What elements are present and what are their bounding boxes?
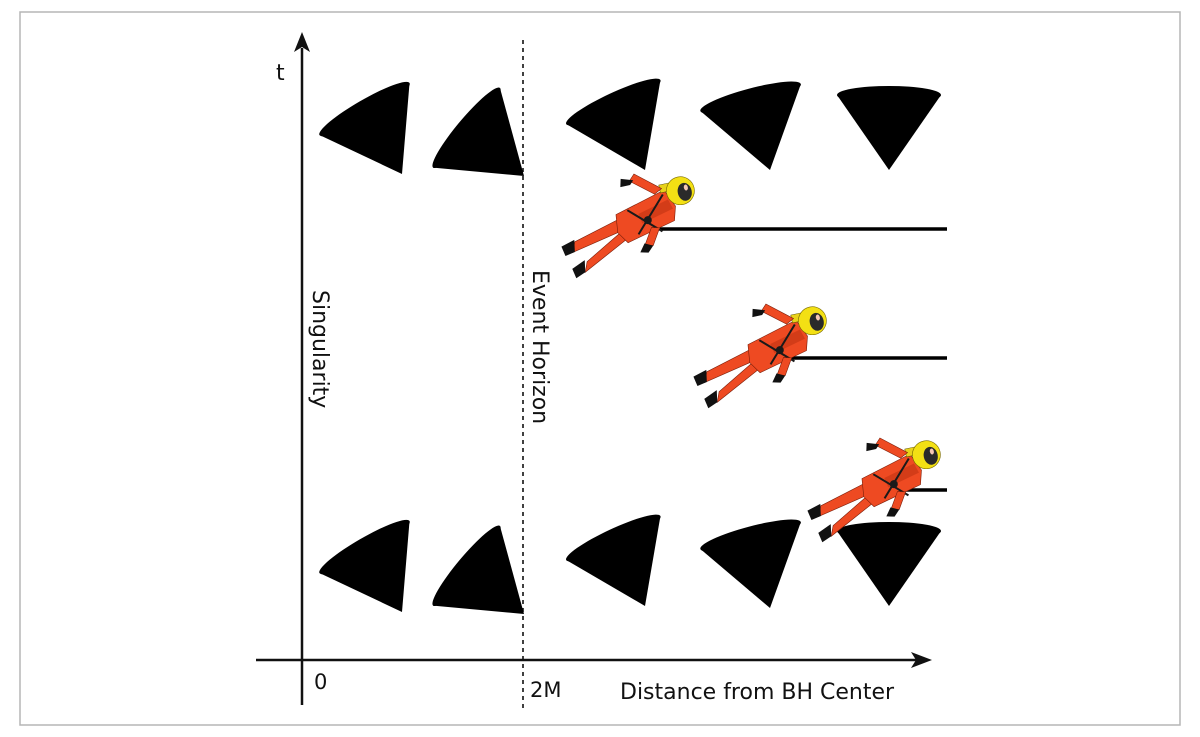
frame xyxy=(19,11,1181,726)
light-cone-icon xyxy=(426,520,558,654)
astronaut-icon xyxy=(680,291,841,411)
origin-tick-label: 0 xyxy=(314,670,327,694)
time-axis-label: t xyxy=(276,61,285,86)
light-cone-icon xyxy=(562,507,693,628)
astronaut-icon xyxy=(548,161,709,281)
light-cone-icon xyxy=(314,513,448,638)
distance-axis-label: Distance from BH Center xyxy=(620,680,895,705)
event-horizon-label: Event Horizon xyxy=(527,270,552,424)
time-axis xyxy=(294,32,310,705)
singularity-label: Singularity xyxy=(307,290,332,408)
horizon-tick-label: 2M xyxy=(530,678,561,702)
light-cone-icon xyxy=(698,513,821,622)
light-cone-icon xyxy=(562,71,693,192)
light-cone-icon xyxy=(698,75,821,184)
light-cone-icon xyxy=(314,75,448,200)
light-cone-icon xyxy=(426,82,558,216)
light-cone-icon xyxy=(837,86,941,170)
distance-axis xyxy=(256,652,932,668)
light-cone-icon xyxy=(837,522,941,606)
